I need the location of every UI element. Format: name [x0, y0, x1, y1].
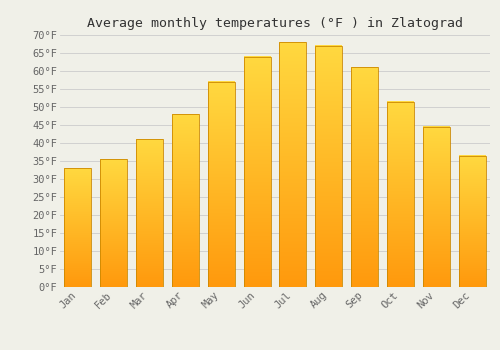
- Bar: [458, 156, 485, 287]
- Bar: [280, 42, 306, 287]
- Bar: [100, 159, 127, 287]
- Bar: [136, 139, 163, 287]
- Bar: [351, 68, 378, 287]
- Bar: [208, 82, 234, 287]
- Bar: [64, 168, 92, 287]
- Bar: [172, 114, 199, 287]
- Bar: [244, 57, 270, 287]
- Bar: [423, 127, 450, 287]
- Bar: [316, 46, 342, 287]
- Title: Average monthly temperatures (°F ) in Zlatograd: Average monthly temperatures (°F ) in Zl…: [87, 17, 463, 30]
- Bar: [387, 102, 414, 287]
